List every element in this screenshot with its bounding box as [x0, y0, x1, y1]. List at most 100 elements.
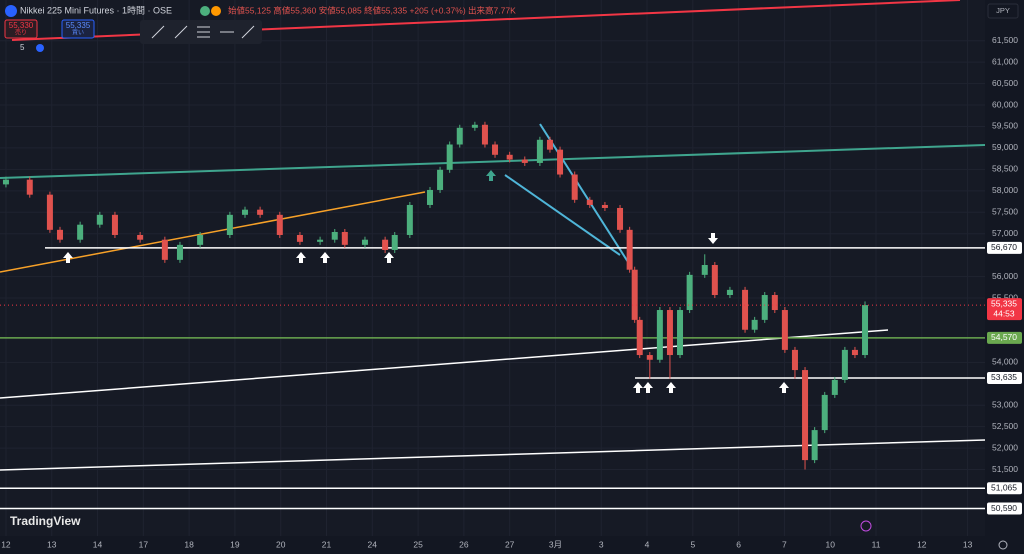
candle-body	[506, 154, 513, 160]
level-tag	[987, 502, 1022, 515]
sell-button[interactable]	[4, 19, 38, 39]
sell-label[interactable]: 売り	[15, 29, 27, 37]
candle-body	[176, 244, 183, 260]
arrow	[779, 382, 789, 393]
x-tick-label: 17	[139, 539, 149, 549]
x-tick-label: 13	[963, 539, 973, 549]
candle-body	[492, 144, 499, 155]
arrow	[384, 252, 394, 263]
replay-icon[interactable]	[860, 520, 872, 532]
candle-body	[197, 234, 204, 245]
candle-body	[341, 231, 348, 245]
candle-body	[686, 274, 693, 311]
tool-icon[interactable]	[197, 26, 210, 38]
tool-icon[interactable]	[174, 25, 188, 39]
x-tick-label: 10	[825, 539, 835, 549]
y-tick-label: 55,500	[992, 292, 1018, 302]
level-label: 50,590	[991, 503, 1017, 513]
trendline	[539, 123, 629, 263]
candle-body	[2, 179, 9, 185]
x-tick-label: 21	[322, 539, 332, 549]
indicator-icon	[36, 44, 44, 52]
candle-body	[96, 214, 103, 225]
candle-body	[601, 204, 608, 208]
x-tick-label: 7	[782, 539, 787, 549]
brand: TradingView	[10, 514, 81, 528]
y-tick-label: 54,000	[992, 357, 1018, 367]
buy-label[interactable]: 買い	[72, 30, 84, 37]
candle-body	[557, 149, 564, 175]
candle-body	[666, 310, 673, 356]
time-axis-bg	[0, 536, 1024, 554]
candle-body	[257, 209, 264, 215]
candle-body	[821, 394, 828, 431]
candle-body	[426, 189, 433, 205]
y-tick-label: 52,500	[992, 421, 1018, 431]
trendline	[0, 439, 986, 471]
x-tick-label: 12	[917, 539, 927, 549]
arrow	[666, 382, 676, 393]
x-tick-label: 11	[872, 539, 881, 549]
sell-price[interactable]: 55,330	[9, 21, 34, 30]
toolbar-icons	[151, 25, 255, 39]
y-tick-label: 59,000	[992, 142, 1018, 152]
candle-body	[656, 310, 663, 360]
currency-button[interactable]	[987, 3, 1019, 19]
currency[interactable]: JPY	[996, 6, 1010, 15]
candle-body	[771, 295, 778, 311]
current-price-tag	[987, 298, 1022, 321]
symbol[interactable]: Nikkei 225 Mini Futures · 1時間 · OSE	[20, 5, 172, 15]
x-tick-label: 18	[184, 539, 194, 549]
candle-body	[446, 144, 453, 170]
indicator-count[interactable]: 5	[20, 43, 25, 52]
candle-body	[617, 207, 624, 230]
level-label: 51,065	[991, 482, 1017, 492]
candle-body	[851, 349, 858, 356]
candle-body	[862, 305, 869, 356]
y-tick-label: 57,500	[992, 207, 1018, 217]
candle-body	[802, 370, 809, 461]
arrow	[320, 252, 330, 263]
x-tick-label: 4	[645, 539, 650, 549]
trendline	[0, 329, 889, 399]
x-tick-label: 24	[368, 539, 378, 549]
candle-body	[636, 319, 643, 356]
symbol-icon	[5, 5, 17, 17]
level-label: 54,570	[991, 332, 1017, 342]
candle-body	[571, 174, 578, 200]
tool-icon[interactable]	[151, 25, 165, 39]
candle-body	[631, 269, 638, 320]
buy-button[interactable]	[61, 19, 95, 39]
candle-body	[536, 139, 543, 163]
price-axis-bg	[985, 0, 1024, 554]
buy-price[interactable]: 55,335	[66, 21, 91, 30]
candle-body	[317, 239, 324, 242]
candle-body	[791, 349, 798, 371]
tool-icon[interactable]	[241, 25, 255, 39]
y-tick-label: 58,500	[992, 164, 1018, 174]
candle-body	[646, 355, 653, 360]
candle-body	[406, 204, 413, 235]
status-dot	[200, 6, 210, 16]
x-tick-label: 19	[230, 539, 240, 549]
x-tick-label: 25	[413, 539, 423, 549]
x-tick-label: 3月	[549, 539, 562, 549]
x-tick-label: 20	[276, 539, 286, 549]
level-tag	[987, 331, 1022, 344]
candle-body	[481, 124, 488, 145]
settings-icon[interactable]	[998, 540, 1008, 550]
arrow	[633, 382, 643, 393]
trendline	[0, 144, 986, 179]
level-tag	[987, 482, 1022, 495]
candle-body	[437, 169, 444, 190]
candle-body	[586, 199, 593, 205]
x-tick-label: 5	[690, 539, 695, 549]
candle-body	[241, 209, 248, 215]
x-tick-label: 6	[736, 539, 741, 549]
candle-body	[521, 159, 528, 163]
candle-body	[26, 179, 33, 195]
candle-body	[382, 239, 389, 250]
candle-body	[137, 234, 144, 240]
candle-body	[751, 319, 758, 330]
